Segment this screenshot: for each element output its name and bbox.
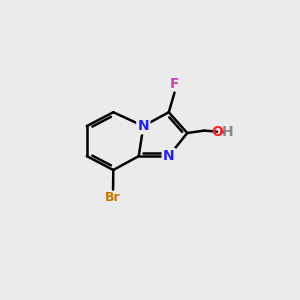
Text: N: N [137,119,149,133]
Text: H: H [222,125,233,139]
Text: O: O [211,125,223,139]
Text: F: F [170,77,179,92]
Text: Br: Br [105,191,121,204]
Text: N: N [163,149,175,163]
